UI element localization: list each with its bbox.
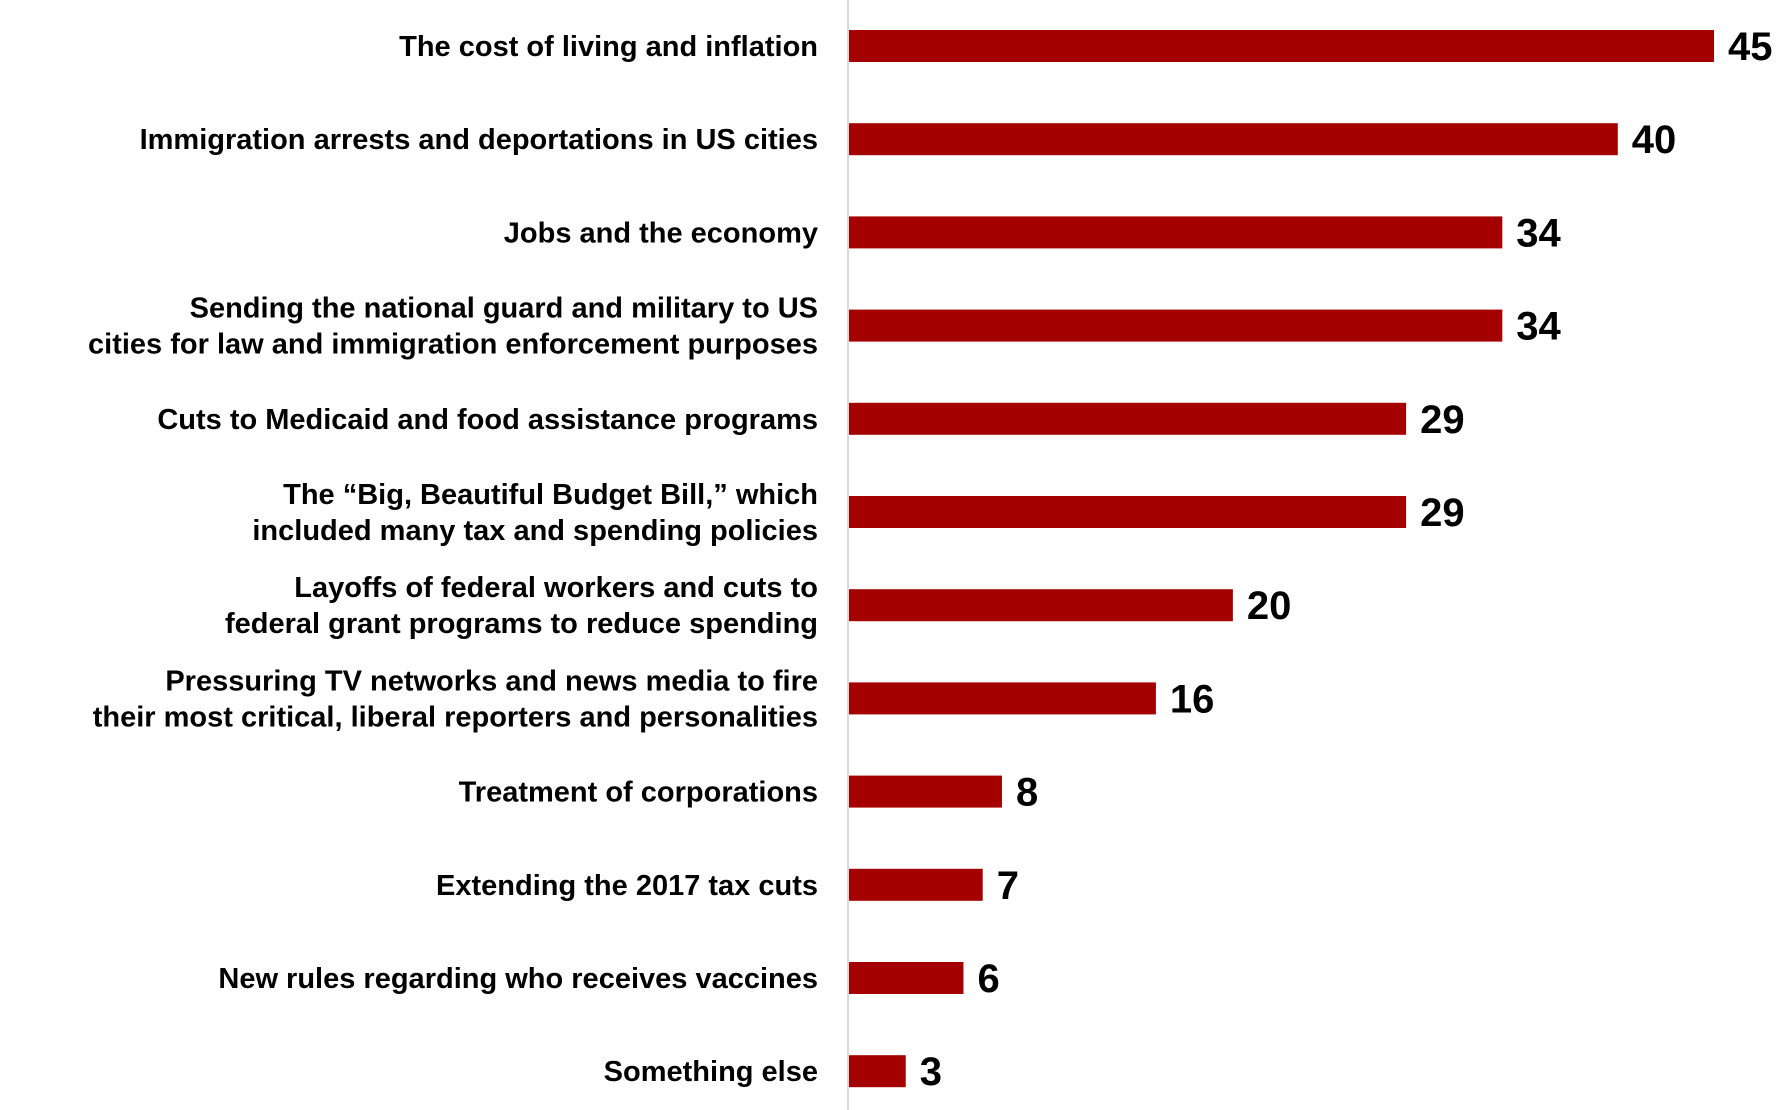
bar (848, 868, 983, 901)
data-label: 34 (1516, 211, 1561, 255)
category-label: Something else (604, 1056, 818, 1088)
bar (848, 682, 1156, 715)
bars-group (848, 30, 1714, 1088)
category-label: Jobs and the economy (504, 217, 818, 249)
category-label: included many tax and spending policies (252, 515, 818, 547)
category-label: Treatment of corporations (459, 777, 818, 809)
bar (848, 775, 1002, 808)
category-label: cities for law and immigration enforceme… (88, 329, 818, 361)
data-label: 20 (1247, 584, 1292, 628)
bar (848, 589, 1233, 622)
data-label: 45 (1728, 25, 1773, 69)
data-label: 34 (1516, 305, 1561, 349)
category-label: The cost of living and inflation (399, 31, 818, 63)
category-label: Layoffs of federal workers and cuts to (294, 572, 818, 604)
category-label: Cuts to Medicaid and food assistance pro… (157, 404, 818, 436)
category-label: Immigration arrests and deportations in … (140, 124, 818, 156)
data-label: 40 (1632, 118, 1677, 162)
category-label: Extending the 2017 tax cuts (436, 870, 818, 902)
data-label: 7 (997, 864, 1019, 908)
category-label: Sending the national guard and military … (190, 293, 818, 325)
bar (848, 309, 1503, 342)
data-label: 16 (1170, 677, 1215, 721)
category-label: The “Big, Beautiful Budget Bill,” which (283, 479, 818, 511)
category-label: New rules regarding who receives vaccine… (218, 963, 818, 995)
data-label: 6 (977, 957, 999, 1001)
bar (848, 1055, 906, 1088)
bar (848, 216, 1503, 249)
category-label: federal grant programs to reduce spendin… (225, 608, 818, 640)
category-label: Pressuring TV networks and news media to… (165, 665, 818, 697)
bar (848, 402, 1407, 435)
data-label: 3 (920, 1050, 942, 1094)
bar (848, 496, 1407, 528)
value-labels-group: 45 40 34 34 29 29 20 16 8 7 6 3 (920, 25, 1773, 1094)
bar (848, 123, 1618, 156)
data-label: 29 (1420, 398, 1465, 442)
bar (848, 30, 1714, 62)
category-label: their most critical, liberal reporters a… (93, 701, 818, 733)
data-label: 29 (1420, 491, 1465, 535)
category-labels-group: The cost of living and inflation Immigrat… (88, 31, 818, 1088)
bar (848, 962, 964, 994)
data-label: 8 (1016, 771, 1038, 815)
